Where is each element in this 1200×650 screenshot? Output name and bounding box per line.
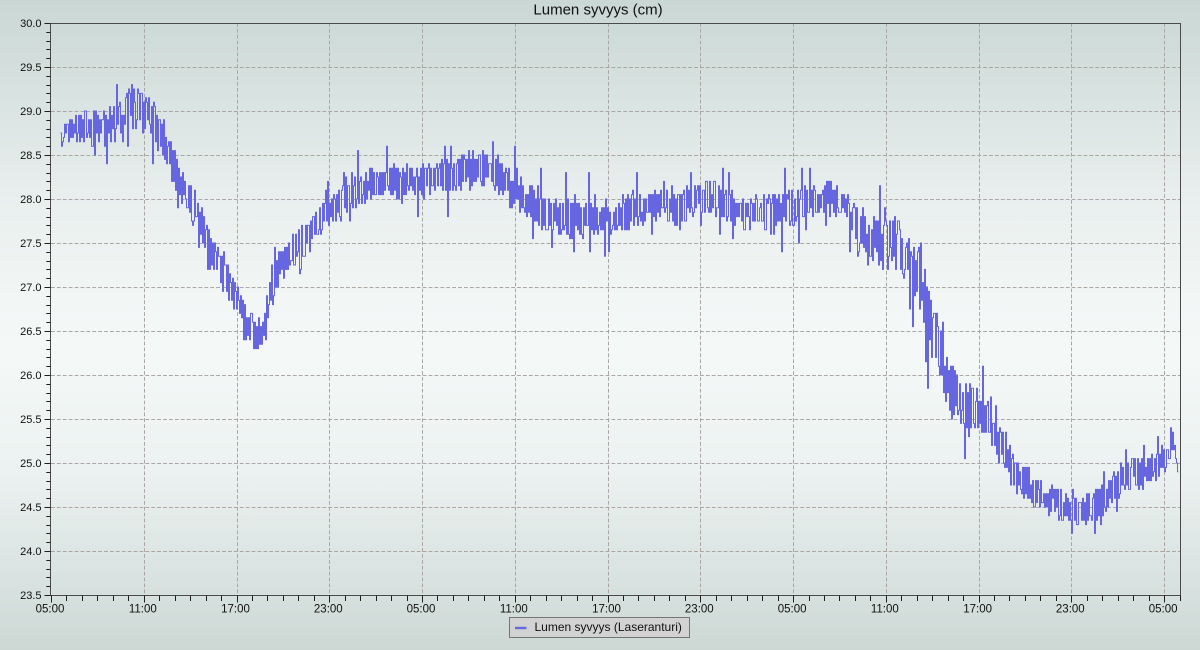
svg-text:Lumen syvyys (cm): Lumen syvyys (cm) — [533, 2, 662, 19]
svg-text:17:00: 17:00 — [221, 603, 250, 615]
svg-text:23:00: 23:00 — [314, 603, 343, 615]
svg-text:23:00: 23:00 — [1056, 603, 1085, 615]
svg-text:23:00: 23:00 — [685, 603, 714, 615]
svg-text:11:00: 11:00 — [871, 603, 899, 615]
svg-text:27.0: 27.0 — [20, 282, 41, 294]
svg-text:28.5: 28.5 — [20, 150, 41, 162]
svg-text:24.0: 24.0 — [20, 546, 41, 558]
svg-text:11:00: 11:00 — [129, 603, 157, 615]
svg-text:28.0: 28.0 — [20, 194, 41, 206]
svg-text:17:00: 17:00 — [592, 603, 621, 615]
svg-text:05:00: 05:00 — [778, 603, 807, 615]
svg-text:17:00: 17:00 — [963, 603, 992, 615]
svg-text:11:00: 11:00 — [500, 603, 528, 615]
svg-text:25.5: 25.5 — [20, 414, 41, 426]
svg-text:05:00: 05:00 — [36, 603, 65, 615]
svg-text:Lumen syvyys (Laseranturi): Lumen syvyys (Laseranturi) — [535, 620, 682, 634]
svg-text:25.0: 25.0 — [20, 458, 41, 470]
svg-text:26.5: 26.5 — [20, 326, 41, 338]
svg-text:27.5: 27.5 — [20, 238, 41, 250]
svg-text:30.0: 30.0 — [20, 18, 41, 30]
svg-text:23.5: 23.5 — [20, 590, 41, 602]
svg-text:05:00: 05:00 — [407, 603, 436, 615]
svg-text:26.0: 26.0 — [20, 370, 41, 382]
svg-text:29.0: 29.0 — [20, 106, 41, 118]
svg-text:24.5: 24.5 — [20, 502, 41, 514]
svg-text:29.5: 29.5 — [20, 62, 41, 74]
svg-text:05:00: 05:00 — [1149, 603, 1178, 615]
